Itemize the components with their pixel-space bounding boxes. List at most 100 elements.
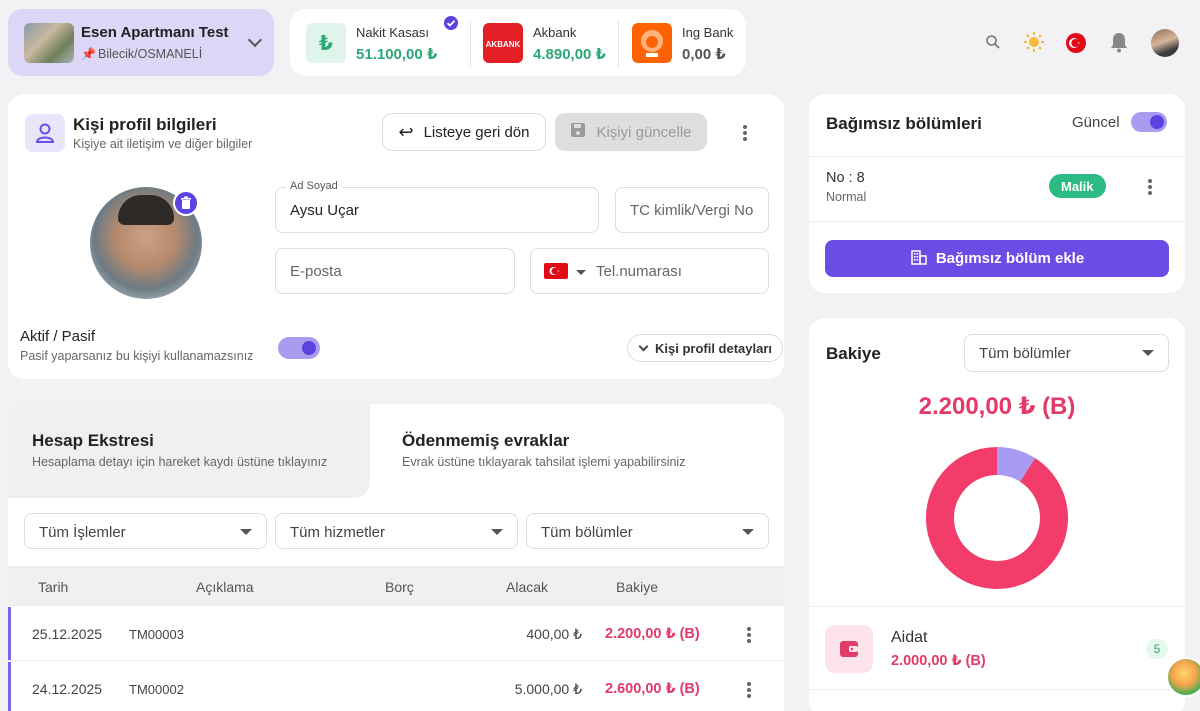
balance-item-value: 2.000,00 ₺ (B) (891, 653, 986, 669)
active-toggle[interactable] (278, 337, 320, 359)
bell-icon[interactable] (1109, 31, 1129, 58)
sun-icon[interactable] (1023, 31, 1045, 58)
unit-number: No : 8 (826, 170, 865, 186)
donut-slice-0 (926, 447, 1068, 589)
svg-text:₺: ₺ (319, 31, 333, 55)
more-options-icon[interactable] (747, 627, 751, 645)
profile-title: Kişi profil bilgileri (73, 115, 217, 134)
account-akbank[interactable]: AKBANK Akbank 4.890,00 ₺ (483, 22, 613, 64)
account-name: Ing Bank (682, 25, 734, 40)
site-selector[interactable]: Esen Apartmanı Test 📌 Bilecik/OSMANELİ (8, 9, 274, 76)
current-toggle[interactable] (1131, 112, 1167, 132)
more-options-icon[interactable] (747, 682, 751, 700)
services-filter[interactable]: Tüm hizmetler (275, 513, 518, 549)
search-icon[interactable] (985, 34, 1001, 55)
caret-down-icon (742, 529, 754, 535)
transactions-filter[interactable]: Tüm İşlemler (24, 513, 267, 549)
profile-subtitle: Kişiye ait iletişim ve diğer bilgiler (73, 137, 253, 151)
account-cash[interactable]: ₺ Nakit Kasası 51.100,00 ₺ (306, 16, 466, 64)
active-passive-hint: Pasif yaparsanız bu kişiyi kullanamazsın… (20, 349, 254, 363)
row-date: 25.12.2025 (32, 626, 103, 642)
row-credit: 400,00 ₺ (526, 626, 582, 642)
row-date: 24.12.2025 (32, 681, 103, 697)
balance-sections-filter[interactable]: Tüm bölümler (964, 334, 1169, 372)
tc-field-placeholder: TC kimlik/Vergi No (630, 202, 754, 219)
col-credit[interactable]: Alacak (506, 579, 549, 595)
independent-units-card: Bağımsız bölümleri Güncel No : 8 Normal … (809, 94, 1185, 293)
akbank-logo: AKBANK (483, 23, 523, 63)
site-location: Bilecik/OSMANELİ (98, 47, 203, 61)
caret-down-icon (240, 529, 252, 535)
unit-row[interactable]: No : 8 Normal Malik (809, 156, 1185, 222)
save-icon (570, 122, 586, 142)
balance-total: 2.200,00 ₺ (B) (918, 393, 1076, 420)
table-row[interactable]: 25.12.2025 TM00003 400,00 ₺ 2.200,00 ₺ (… (8, 607, 784, 661)
avatar[interactable] (1151, 29, 1179, 57)
verified-icon (444, 16, 458, 30)
owner-badge: Malik (1049, 174, 1106, 198)
unit-type: Normal (826, 190, 867, 204)
row-credit: 5.000,00 ₺ (514, 681, 582, 697)
more-options-icon[interactable] (1148, 179, 1152, 197)
email-field-placeholder: E-posta (290, 263, 342, 280)
tab-account-statement[interactable]: Hesap Ekstresi Hesaplama detayı için har… (8, 404, 370, 498)
trash-icon[interactable] (173, 190, 199, 216)
table-header: Tarih Açıklama Borç Alacak Bakiye (8, 566, 784, 606)
more-options-icon[interactable] (743, 125, 747, 143)
table-row[interactable]: 24.12.2025 TM00002 5.000,00 ₺ 2.600,00 ₺… (8, 662, 784, 711)
account-value: 0,00 ₺ (682, 46, 726, 63)
col-description[interactable]: Açıklama (196, 579, 254, 595)
building-icon (910, 248, 928, 270)
wallet-icon (825, 625, 873, 673)
account-value: 4.890,00 ₺ (533, 46, 606, 63)
account-value: 51.100,00 ₺ (356, 46, 438, 63)
row-description: TM00002 (129, 682, 184, 697)
svg-text:AKBANK: AKBANK (486, 40, 521, 49)
phone-field-placeholder: Tel.numarası (596, 263, 682, 280)
donut-slice-1 (996, 447, 1036, 483)
profile-details-button[interactable]: Kişi profil detayları (627, 334, 784, 362)
col-balance[interactable]: Bakiye (616, 579, 659, 595)
add-unit-button[interactable]: Bağımsız bölüm ekle (825, 240, 1169, 277)
site-thumbnail (24, 23, 74, 63)
name-field-value: Aysu Uçar (290, 202, 359, 219)
statement-card: Hesap Ekstresi Hesaplama detayı için har… (8, 404, 784, 711)
balance-item-row[interactable]: Aidat 2.000,00 ₺ (B) 5 (809, 606, 1185, 690)
turkish-flag-icon[interactable] (1065, 32, 1087, 59)
account-name: Akbank (533, 25, 577, 40)
tc-field[interactable]: TC kimlik/Vergi No (615, 187, 769, 233)
user-icon (25, 114, 65, 152)
back-to-list-button[interactable]: ↩ Listeye geri dön (382, 113, 546, 151)
account-name: Nakit Kasası (356, 25, 429, 40)
name-field-label: Ad Soyad (286, 180, 342, 192)
row-balance: 2.600,00 ₺ (B) (605, 681, 700, 697)
balance-card: Bakiye Tüm bölümler 2.200,00 ₺ (B) Aidat… (809, 318, 1185, 711)
chevron-down-icon (638, 341, 649, 351)
row-balance: 2.200,00 ₺ (B) (605, 626, 700, 642)
caret-down-icon (576, 270, 586, 275)
turkish-flag-icon[interactable] (544, 263, 568, 284)
update-person-button[interactable]: Kişiyi güncelle (555, 113, 707, 151)
row-description: TM00003 (129, 627, 184, 642)
site-name: Esen Apartmanı Test (81, 24, 229, 41)
caret-down-icon (1142, 350, 1154, 356)
account-ing[interactable]: Ing Bank 0,00 ₺ (632, 22, 742, 64)
phone-field[interactable]: Tel.numarası (530, 248, 769, 294)
tab-unpaid-documents[interactable]: Ödenmemiş evraklar Evrak üstüne tıklayar… (402, 431, 686, 469)
balance-item-name: Aidat (891, 629, 928, 646)
email-field[interactable]: E-posta (275, 248, 515, 294)
profile-card: Kişi profil bilgileri Kişiye ait iletişi… (8, 94, 784, 379)
sections-filter[interactable]: Tüm bölümler (526, 513, 769, 549)
current-toggle-label: Güncel (1072, 114, 1120, 131)
arrow-left-icon: ↩ (398, 121, 414, 142)
ing-lion-logo (632, 23, 672, 63)
pin-icon: 📌 (81, 47, 96, 61)
active-passive-label: Aktif / Pasif (20, 328, 96, 345)
col-debt[interactable]: Borç (385, 579, 414, 595)
col-date[interactable]: Tarih (38, 579, 69, 595)
assistant-bubble[interactable] (1166, 657, 1200, 697)
name-field[interactable]: Ad Soyad Aysu Uçar (275, 180, 599, 233)
balance-donut-chart (926, 447, 1068, 589)
units-title: Bağımsız bölümleri (826, 114, 982, 133)
balance-title: Bakiye (826, 344, 881, 363)
